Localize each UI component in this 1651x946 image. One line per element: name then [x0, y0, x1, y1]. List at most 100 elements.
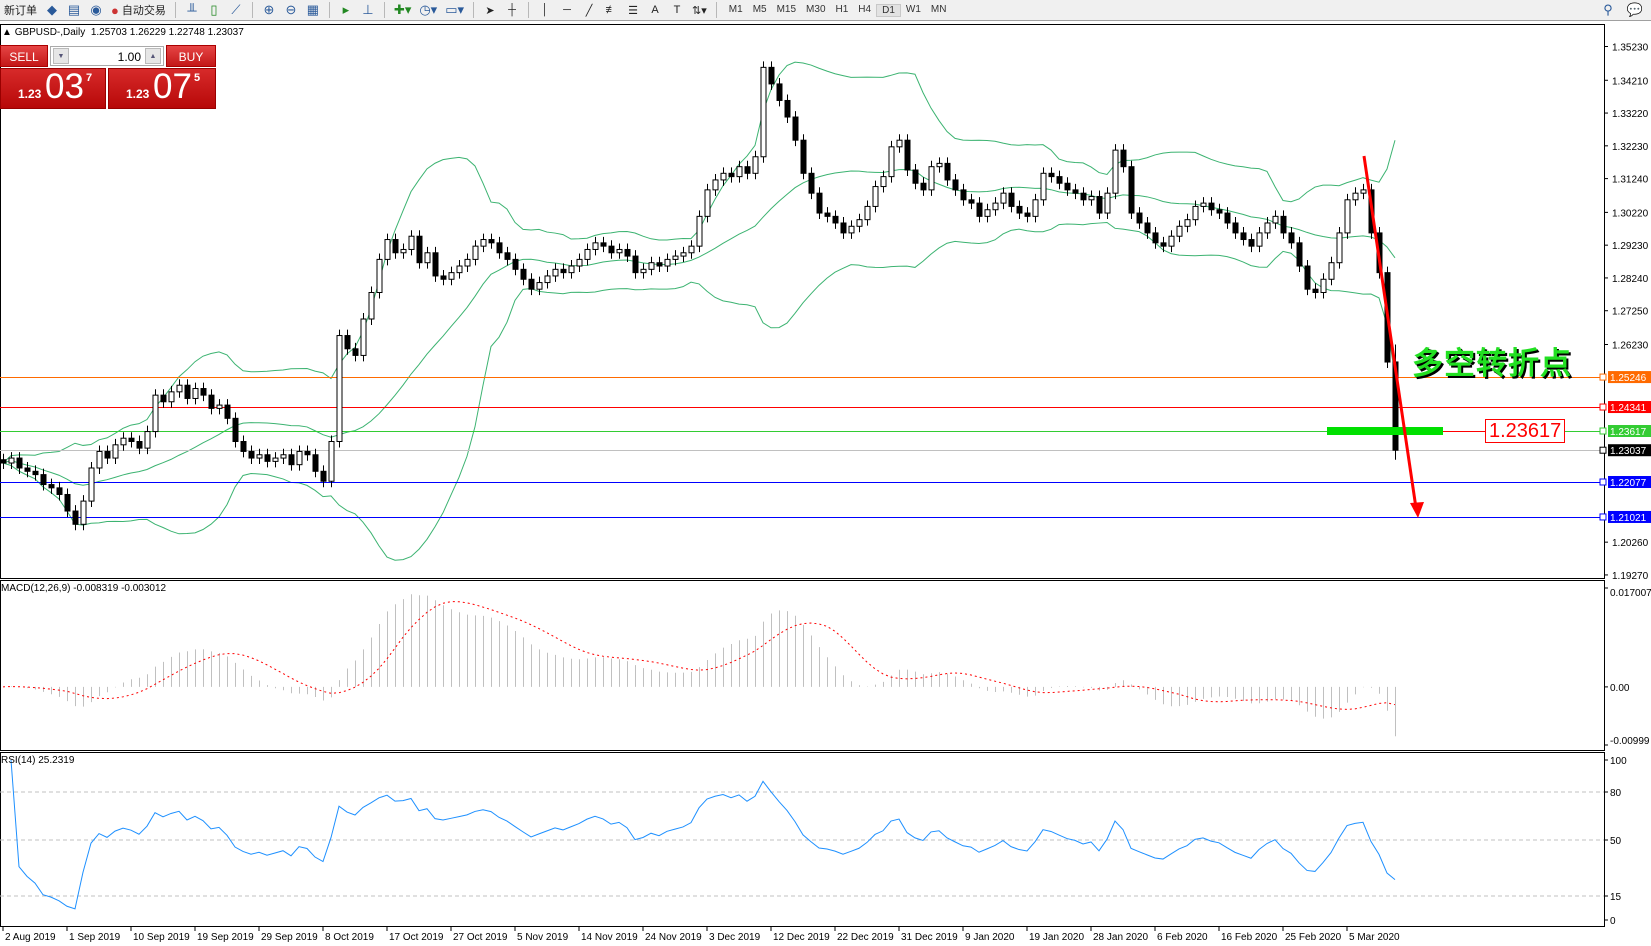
candle — [1344, 199, 1351, 234]
signal-icon[interactable]: ◉ — [90, 2, 102, 17]
price-tick-label: 1.20260 — [1612, 538, 1649, 549]
price-tag: 1.24341 — [1610, 403, 1647, 414]
candle — [256, 454, 263, 459]
templates-icon[interactable]: ▭▾ — [445, 2, 465, 17]
timeframe-h1[interactable]: H1 — [835, 3, 849, 15]
line-chart-icon[interactable]: ⟋ — [231, 2, 241, 17]
arrow-head-icon — [1410, 502, 1424, 518]
date-label: 5 Mar 2020 — [1349, 932, 1400, 943]
price-tick-label: 1.32230 — [1612, 142, 1649, 153]
price-tick-label: 1.31240 — [1612, 175, 1649, 186]
candle — [1088, 195, 1095, 201]
candle — [1256, 232, 1263, 247]
zoom-out-icon[interactable]: ⊖ — [285, 2, 297, 17]
price-tick-label: 1.30220 — [1612, 208, 1649, 219]
candle — [368, 292, 375, 320]
bar-chart-icon[interactable]: ╨ — [187, 2, 197, 18]
candle — [1128, 166, 1135, 214]
annotation-text[interactable]: 多空转折点 — [1412, 346, 1572, 382]
separator — [473, 2, 475, 18]
timeframe-m30[interactable]: M30 — [806, 3, 826, 15]
price-tag-marker — [1599, 446, 1607, 454]
sell-price[interactable]: 1.23 03 7 — [0, 67, 106, 109]
price-tag-bg — [1608, 444, 1651, 457]
candle — [744, 166, 751, 174]
buy-price[interactable]: 1.23 07 5 — [108, 67, 216, 109]
candle — [128, 437, 135, 443]
timeframe-d1[interactable]: D1 — [876, 3, 901, 17]
candle — [1168, 235, 1175, 247]
candle — [272, 457, 279, 462]
autoscroll-icon[interactable]: ▸ — [342, 2, 350, 17]
lot-decrease-button[interactable]: ▼ — [53, 48, 69, 64]
trendline-icon[interactable]: ╱ — [585, 4, 593, 17]
text-label-icon[interactable]: T — [673, 4, 681, 16]
candle — [424, 252, 431, 264]
tile-windows-icon[interactable]: ▦ — [306, 2, 320, 17]
price-chart[interactable]: 1.35230 1.34210 1.33220 1.32230 1.31240 1.302… — [0, 23, 1651, 946]
annotation-price-label[interactable]: 1.23617 — [1485, 419, 1566, 443]
auto-trading-button[interactable]: ● 自动交易 — [109, 1, 168, 19]
candle — [440, 275, 447, 280]
separator — [528, 2, 530, 18]
macd-tick-label: 0.00 — [1610, 683, 1630, 694]
gold-icon[interactable]: ◆ — [47, 2, 57, 17]
price-tick-label: 1.26230 — [1612, 340, 1649, 351]
price-tag-bg — [1608, 475, 1651, 488]
price-tag-marker — [1599, 513, 1607, 521]
candle — [880, 176, 887, 188]
timeframe-w1[interactable]: W1 — [905, 3, 921, 15]
arrows-icon[interactable]: ⇅▾ — [692, 4, 707, 17]
candle — [432, 252, 439, 277]
candle — [640, 268, 647, 274]
new-order-button[interactable]: 新订单 — [4, 5, 37, 17]
candle — [920, 182, 927, 191]
date-label: 22 Dec 2019 — [837, 932, 894, 943]
zoom-in-icon[interactable]: ⊕ — [263, 2, 275, 17]
price-tag-marker — [1599, 427, 1607, 435]
text-icon[interactable]: A — [651, 4, 659, 16]
timeframe-m5[interactable]: M5 — [752, 3, 767, 15]
market-watch-icon[interactable]: ▤ — [67, 2, 81, 17]
cursor-icon[interactable]: ➤ — [485, 4, 495, 17]
candlestick-icon[interactable]: ▯ — [210, 2, 218, 17]
sell-price-prefix: 1.23 — [18, 87, 42, 101]
fibonacci-fan-icon[interactable]: ☰ — [628, 4, 638, 17]
lot-size-field[interactable]: ▼ 1.00 ▲ — [50, 46, 164, 66]
search-icon[interactable]: ⚲ — [1603, 2, 1613, 17]
sell-button[interactable]: SELL — [0, 45, 48, 67]
date-label: 28 Jan 2020 — [1093, 932, 1148, 943]
candle — [816, 192, 823, 214]
candle — [104, 450, 111, 459]
timeframe-mn[interactable]: MN — [930, 3, 947, 15]
lot-increase-button[interactable]: ▲ — [145, 48, 161, 64]
candle — [888, 146, 895, 178]
buy-button[interactable]: BUY — [166, 45, 216, 67]
candle — [1144, 222, 1151, 234]
horizontal-line-icon[interactable]: ─ — [563, 4, 571, 16]
date-label: 3 Dec 2019 — [709, 932, 761, 943]
candle — [176, 384, 183, 393]
indicators-icon[interactable]: ✚▾ — [393, 2, 412, 17]
vertical-line-icon[interactable]: │ — [541, 4, 549, 16]
fibonacci-icon[interactable]: ≢ — [605, 4, 617, 16]
periods-icon[interactable]: ◷▾ — [419, 2, 438, 17]
candle — [1320, 278, 1327, 294]
candle — [352, 348, 359, 356]
candle — [624, 248, 631, 257]
timeframe-h4[interactable]: H4 — [858, 3, 872, 15]
crosshair-icon[interactable]: ┼ — [508, 4, 516, 16]
candle — [1160, 242, 1167, 247]
chat-icon[interactable]: 💬 — [1626, 2, 1643, 17]
price-tick-label: 1.33220 — [1612, 109, 1649, 120]
candle — [608, 245, 615, 254]
timeframe-m1[interactable]: M1 — [728, 3, 743, 15]
price-tag-marker — [1599, 478, 1607, 486]
candle — [448, 272, 455, 280]
candle — [16, 457, 23, 469]
chart-shift-icon[interactable]: ⊥ — [362, 2, 374, 17]
candle — [864, 205, 871, 221]
timeframe-m15[interactable]: M15 — [776, 3, 797, 15]
rsi-tick-label: 50 — [1610, 836, 1622, 847]
chart-window[interactable]: 1.35230 1.34210 1.33220 1.32230 1.31240 1.302… — [0, 23, 1651, 946]
